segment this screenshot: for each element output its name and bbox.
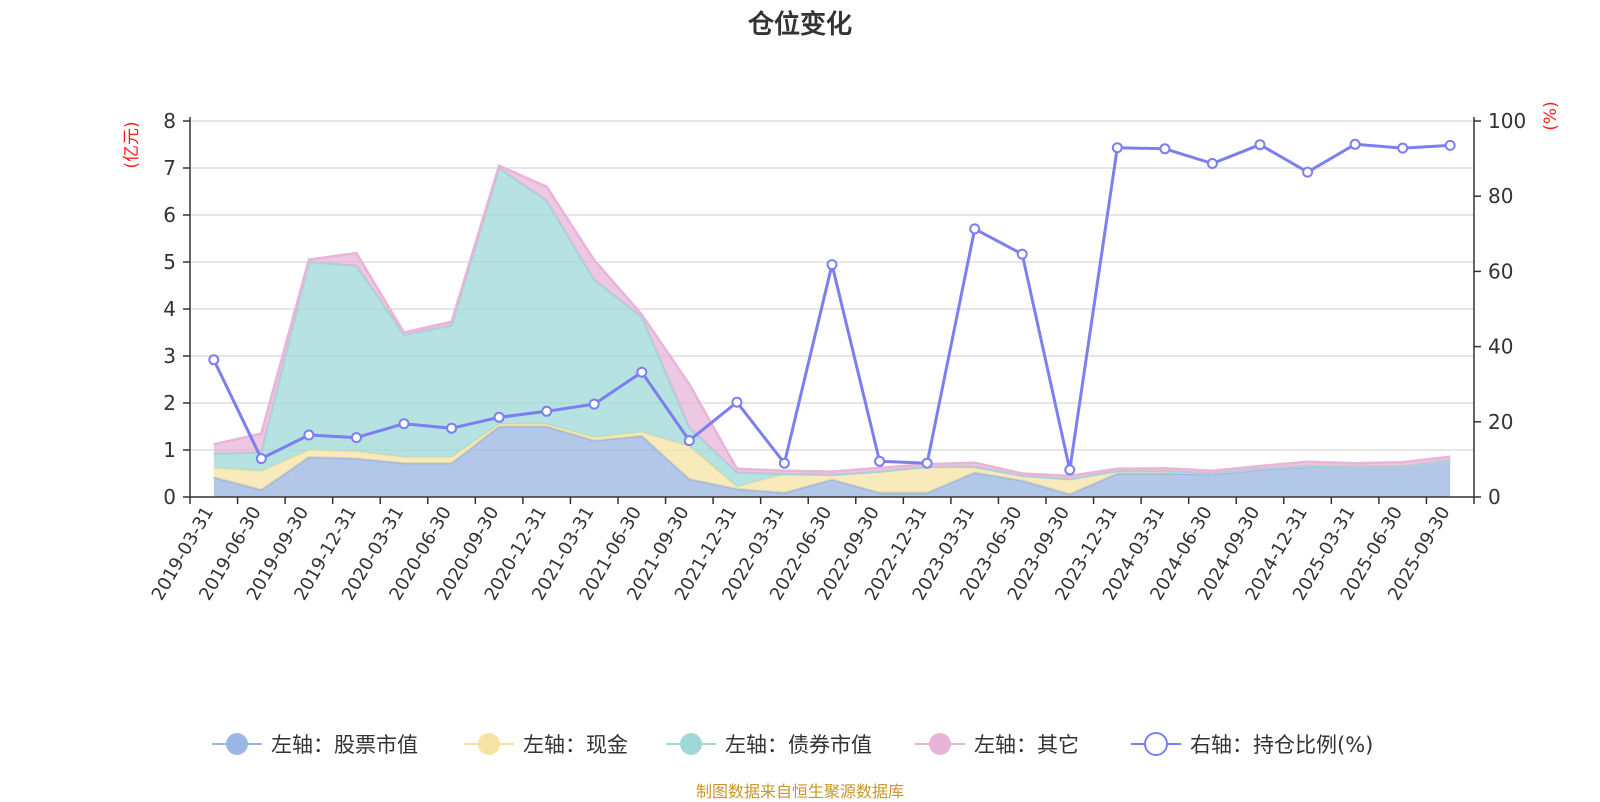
legend-label-0: 左轴：股票市值: [271, 733, 418, 757]
left-tick-label: 7: [163, 156, 176, 180]
line-point: [683, 435, 695, 447]
left-tick-label: 0: [163, 485, 176, 509]
right-axis-unit: (%): [1541, 101, 1561, 130]
line-point: [350, 432, 362, 444]
line-point: [1206, 158, 1218, 169]
legend-marker-2: [680, 733, 702, 755]
line-layer: [208, 138, 1456, 476]
legend-label-2: 左轴：债券市值: [725, 733, 872, 757]
line-point: [493, 411, 505, 423]
line-point: [1254, 139, 1266, 151]
line-point: [446, 422, 458, 434]
legend-marker-3: [929, 733, 951, 755]
legend-marker-1: [478, 733, 500, 755]
right-tick-label: 20: [1488, 410, 1513, 434]
line-point: [1444, 139, 1456, 151]
line-point: [826, 259, 838, 271]
line-point: [1111, 142, 1123, 154]
line-point: [1397, 142, 1409, 154]
right-tick-label: 100: [1488, 109, 1526, 133]
left-tick-label: 1: [163, 438, 176, 462]
line-point: [1064, 464, 1076, 476]
legend-marker-0: [226, 733, 248, 755]
line-point: [1016, 248, 1028, 260]
legend-label-1: 左轴：现金: [523, 733, 628, 757]
line-point: [255, 453, 267, 465]
line-point: [588, 398, 600, 410]
right-tick-label: 0: [1488, 485, 1501, 509]
left-axis-unit: (亿元): [122, 121, 142, 168]
legend: 左轴：股票市值 左轴：现金 左轴：债券市值 左轴：其它 右轴：持仓比例(%): [212, 732, 1373, 757]
area-edge-3: [213, 163, 1451, 478]
line-point: [208, 354, 220, 366]
left-tick-label: 4: [163, 297, 176, 321]
left-tick-label: 2: [163, 391, 176, 415]
right-tick-label: 60: [1488, 259, 1513, 283]
right-tick-label: 80: [1488, 184, 1513, 208]
right-tick-label: 40: [1488, 335, 1513, 359]
line-point: [1159, 143, 1171, 155]
chart-title: 仓位变化: [747, 10, 852, 40]
area-layer: [213, 163, 1451, 497]
line-point: [874, 455, 886, 467]
line-point: [778, 457, 790, 469]
line-point: [303, 429, 315, 441]
area-series-2: [213, 168, 1451, 487]
left-tick-label: 8: [163, 109, 176, 133]
legend-label-3: 左轴：其它: [974, 733, 1079, 757]
line-point: [1349, 138, 1361, 150]
line-point: [731, 396, 743, 408]
line-point: [398, 418, 410, 430]
line-point: [1302, 166, 1314, 178]
line-point: [541, 405, 553, 417]
legend-label-4: 右轴：持仓比例(%): [1190, 733, 1373, 757]
line-point: [636, 366, 648, 378]
line-point: [921, 457, 933, 469]
source-note: 制图数据来自恒生聚源数据库: [695, 782, 904, 801]
left-tick-label: 3: [163, 344, 176, 368]
left-tick-label: 5: [163, 250, 176, 274]
area-series-0: [213, 426, 1451, 497]
legend-marker-4: [1144, 732, 1168, 756]
left-tick-label: 6: [163, 203, 176, 227]
line-point: [969, 223, 981, 235]
